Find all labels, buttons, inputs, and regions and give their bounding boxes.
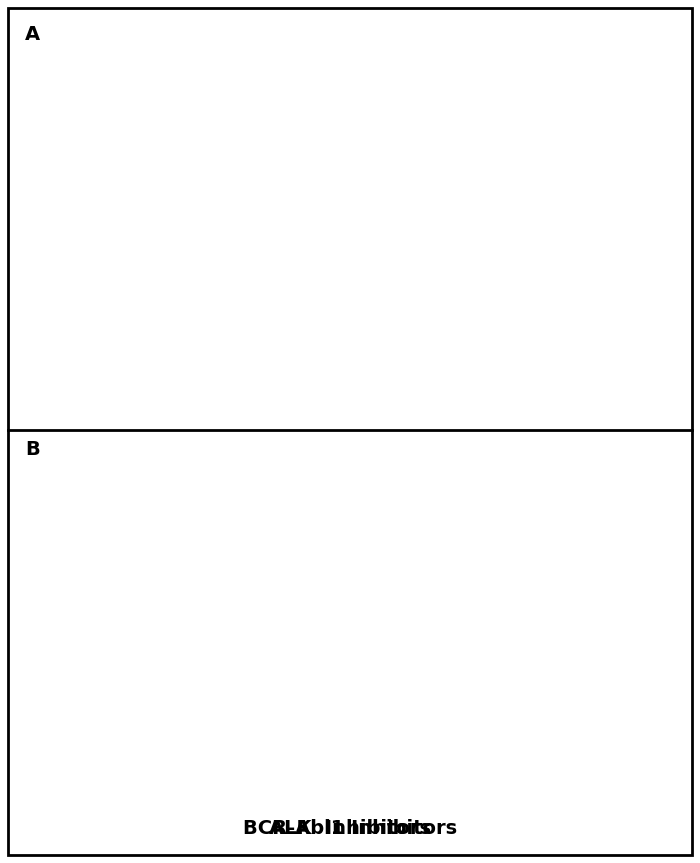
Text: BCR-Abl1 Inhibitors: BCR-Abl1 Inhibitors — [243, 819, 457, 838]
Text: ALK  Inhibitors: ALK Inhibitors — [269, 819, 431, 838]
FancyBboxPatch shape — [8, 8, 692, 855]
Text: A: A — [25, 25, 40, 44]
Text: B: B — [25, 440, 40, 459]
